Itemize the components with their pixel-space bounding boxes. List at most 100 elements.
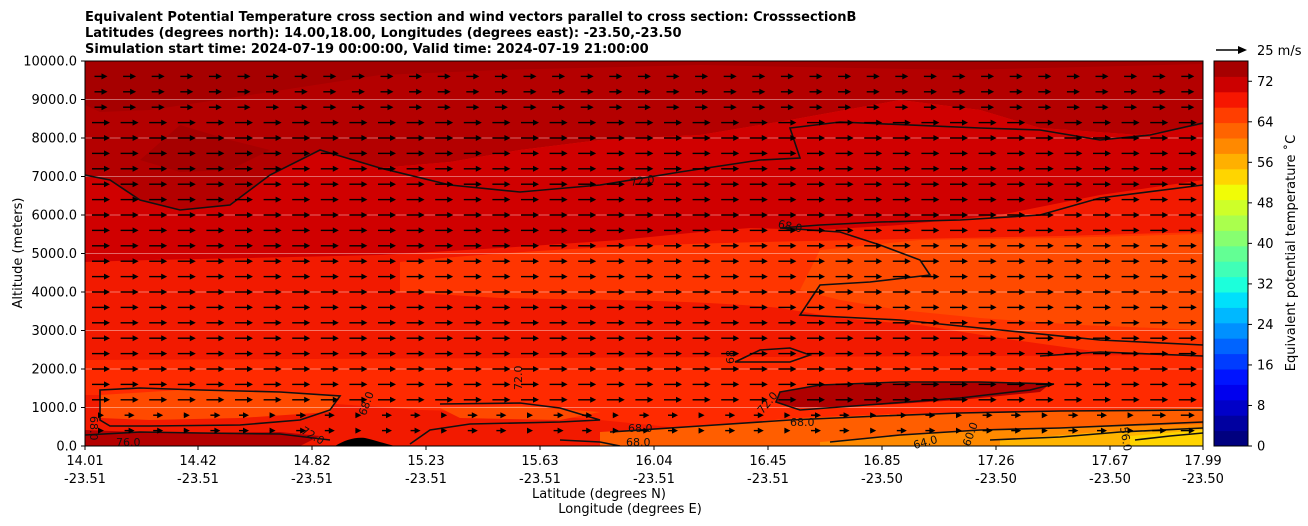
wind-vector: [494, 104, 508, 111]
wind-vector-head: [790, 289, 797, 295]
wind-vector-head: [586, 427, 593, 434]
wind-vector-head: [904, 319, 911, 326]
wind-vector: [870, 412, 877, 419]
wind-vector: [778, 196, 797, 203]
wind-vector: [835, 319, 854, 326]
wind-vector-head: [104, 396, 110, 403]
wind-vector: [521, 366, 539, 372]
wind-vector: [921, 366, 940, 372]
wind-vector-head: [1133, 350, 1140, 357]
wind-vector-head: [1190, 396, 1197, 403]
wind-vector: [807, 273, 825, 280]
wind-vector: [320, 165, 339, 172]
contour-label: 68.0: [87, 416, 100, 441]
wind-vector-head: [475, 304, 482, 311]
colorbar-segment: [1214, 168, 1248, 185]
wind-vector-head: [1190, 150, 1197, 157]
wind-vector: [406, 304, 425, 311]
wind-vector-head: [332, 304, 339, 311]
wind-vector-head: [161, 350, 168, 357]
wind-vector: [1124, 73, 1138, 80]
wind-vector-head: [1047, 227, 1054, 234]
y-tick-label: 4000.0: [32, 286, 78, 301]
wind-vector: [92, 319, 110, 326]
wind-vector-head: [676, 181, 682, 188]
wind-vector: [466, 104, 480, 111]
wind-vector-head: [275, 212, 282, 218]
wind-vector-head: [1105, 366, 1111, 372]
wind-vector: [578, 304, 597, 311]
wind-vector: [978, 304, 997, 311]
wind-vector-head: [161, 396, 168, 403]
wind-vector-head: [561, 165, 568, 172]
wind-vector-head: [704, 319, 711, 326]
wind-vector-head: [414, 427, 421, 434]
wind-vector-head: [361, 150, 368, 157]
wind-vector: [892, 242, 911, 249]
field-region-66-left: [100, 390, 340, 420]
colorbar-fill: [1214, 61, 1248, 447]
wind-vector: [549, 196, 568, 203]
colorbar-label: Equivalent potential temperature ˚C: [1283, 135, 1299, 371]
wind-vector: [664, 319, 682, 326]
wind-vector: [981, 88, 995, 95]
wind-vector-head: [387, 104, 394, 111]
wind-vector-head: [447, 242, 454, 249]
wind-vector: [721, 242, 740, 249]
wind-vector-head: [304, 165, 311, 172]
wind-vector-head: [959, 73, 966, 80]
wind-vector-head: [189, 119, 196, 126]
wind-vector: [749, 135, 768, 141]
wind-vector-head: [904, 335, 911, 342]
wind-vector: [609, 88, 623, 95]
wind-vector-head: [418, 242, 425, 249]
wind-vector: [664, 181, 682, 188]
wind-vector: [292, 304, 311, 311]
wind-vector-head: [128, 427, 135, 434]
wind-vector: [263, 119, 282, 126]
wind-vector-head: [418, 181, 425, 188]
wind-vector-head: [902, 73, 909, 80]
wind-vector-head: [1190, 212, 1197, 218]
wind-vector-head: [1131, 104, 1138, 111]
wind-vector-head: [475, 181, 482, 188]
wind-vector: [320, 319, 339, 326]
wind-vector-head: [1076, 165, 1083, 172]
wind-vector-head: [962, 165, 968, 172]
wind-vector: [578, 381, 597, 388]
wind-vector-head: [475, 227, 482, 234]
wind-vector-head: [704, 165, 711, 172]
wind-vector-head: [189, 165, 196, 172]
x-tick-label-lon: -23.50: [861, 472, 903, 487]
wind-vector-head: [332, 350, 339, 357]
wind-vector-head: [1047, 304, 1054, 311]
wind-vector: [406, 289, 425, 295]
wind-vector-head: [473, 104, 480, 111]
wind-vector-head: [704, 350, 711, 357]
wind-vector-head: [1047, 319, 1054, 326]
wind-vector: [1180, 427, 1195, 434]
wind-vector-head: [390, 150, 396, 157]
wind-vector: [292, 242, 311, 249]
wind-vector: [320, 150, 339, 157]
wind-vector-head: [790, 304, 797, 311]
wind-vector: [1178, 335, 1197, 342]
wind-vector-head: [876, 242, 883, 249]
wind-vector-head: [1162, 366, 1169, 372]
wind-vector: [441, 427, 448, 434]
wind-vector-head: [676, 304, 682, 311]
wind-vector: [124, 412, 135, 419]
wind-vector: [664, 242, 682, 249]
wind-vector: [835, 196, 854, 203]
wind-vector-head: [475, 350, 482, 357]
wind-vector-head: [504, 227, 511, 234]
wind-vector-head: [358, 73, 365, 80]
wind-vector-head: [504, 119, 511, 126]
wind-vector: [467, 427, 478, 434]
wind-vector-head: [590, 258, 597, 265]
wind-vector: [835, 212, 854, 218]
wind-vector: [151, 104, 165, 111]
wind-vector: [435, 335, 454, 342]
wind-vector: [635, 181, 654, 188]
wind-vector: [578, 350, 597, 357]
